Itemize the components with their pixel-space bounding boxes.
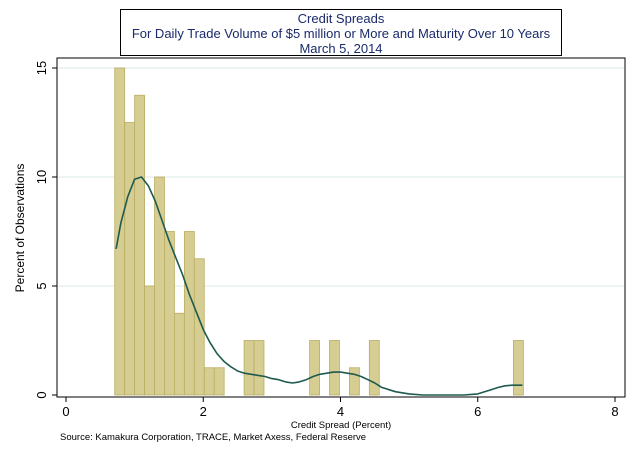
histogram-bar-11 (243, 340, 255, 396)
histogram-bar-13 (309, 340, 320, 396)
histogram-bars (114, 67, 524, 396)
density-line-group (115, 176, 523, 396)
source-note: Source: Kamakura Corporation, TRACE, Mar… (60, 432, 367, 443)
chart-title: Credit Spreads (297, 11, 385, 26)
chart-title-box: Credit Spreads For Daily Trade Volume of… (120, 9, 562, 56)
y-tick-label-5: 5 (34, 282, 49, 289)
x-tick-label-6: 6 (474, 404, 481, 419)
histogram-bar-4 (154, 176, 165, 396)
histogram-bar-14 (329, 340, 340, 396)
axes: 0 2 4 6 8 0 5 10 15 (34, 61, 619, 419)
chart-date: March 5, 2014 (299, 41, 383, 56)
x-tick-label-2: 2 (200, 404, 207, 419)
histogram-bar-5 (164, 231, 175, 396)
chart-subtitle: For Daily Trade Volume of $5 million or … (131, 26, 551, 41)
histogram-bar-2 (134, 94, 145, 396)
histogram-bar-6 (174, 312, 185, 396)
histogram-bar-8 (193, 258, 205, 396)
histogram-bar-3 (144, 285, 155, 396)
x-axis-label: Credit Spread (Percent) (291, 420, 391, 431)
histogram-bar-1 (124, 122, 136, 396)
x-tick-label-0: 0 (62, 404, 69, 419)
density-line (115, 176, 523, 396)
y-tick-label-10: 10 (34, 170, 49, 184)
histogram-bar-9 (203, 367, 215, 396)
x-tick-label-4: 4 (337, 404, 344, 419)
x-tick-label-8: 8 (611, 404, 618, 419)
y-tick-label-0: 0 (34, 391, 49, 398)
histogram-bar-12 (253, 340, 265, 396)
histogram-bar-17 (513, 340, 524, 396)
y-tick-label-15: 15 (34, 61, 49, 75)
histogram-bar-7 (183, 231, 195, 396)
histogram-bar-15 (349, 367, 360, 396)
y-axis-label: Percent of Observations (13, 164, 27, 293)
histogram-bar-10 (213, 367, 225, 396)
histogram-bar-16 (368, 340, 380, 396)
